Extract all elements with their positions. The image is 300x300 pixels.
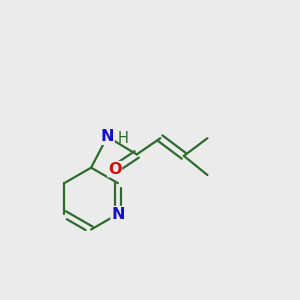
Text: N: N <box>100 129 114 144</box>
Text: N: N <box>111 206 124 221</box>
Text: O: O <box>108 162 122 177</box>
Text: H: H <box>118 131 129 146</box>
